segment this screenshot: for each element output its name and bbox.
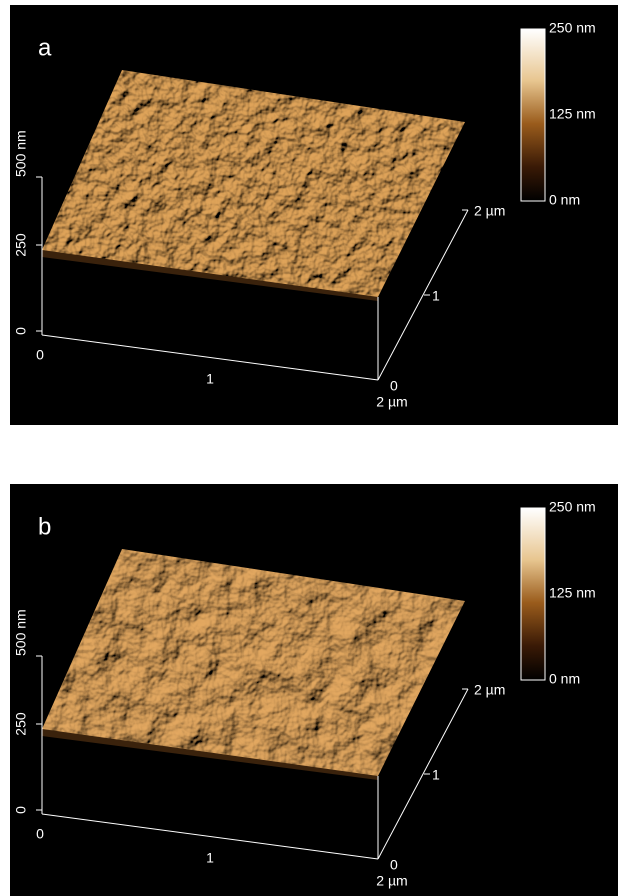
panel-label: b — [38, 513, 51, 540]
x-tick-label: 2 µm — [376, 873, 407, 889]
x-tick-label: 1 — [206, 371, 214, 387]
colorbar-label: 125 nm — [549, 585, 596, 601]
y-tick-label: 1 — [432, 767, 440, 783]
colorbar — [521, 29, 545, 201]
y-tick-label: 2 µm — [474, 682, 505, 698]
colorbar-label: 250 nm — [549, 20, 596, 36]
panel-label: a — [38, 34, 52, 61]
y-tick-label: 0 — [390, 857, 398, 873]
y-tick-label: 1 — [432, 288, 440, 304]
colorbar-label: 0 nm — [549, 192, 580, 208]
x-tick-label: 1 — [206, 850, 214, 866]
y-tick-label: 2 µm — [474, 203, 505, 219]
x-tick-label: 0 — [36, 826, 44, 842]
z-tick-label: 0 — [13, 327, 29, 335]
colorbar-label: 250 nm — [549, 499, 596, 515]
z-tick-label: 500 nm — [13, 130, 29, 177]
figure: 500 nm2500012 µm012 µma250 nm125 nm0 nm5… — [0, 0, 618, 896]
colorbar-label: 125 nm — [549, 106, 596, 122]
z-tick-label: 500 nm — [13, 609, 29, 656]
x-tick-label: 0 — [36, 347, 44, 363]
colorbar — [521, 508, 545, 680]
colorbar-label: 0 nm — [549, 671, 580, 687]
z-tick-label: 0 — [13, 806, 29, 814]
z-tick-label: 250 — [13, 712, 29, 736]
x-tick-label: 2 µm — [376, 394, 407, 410]
y-tick-label: 0 — [390, 378, 398, 394]
z-tick-label: 250 — [13, 233, 29, 257]
